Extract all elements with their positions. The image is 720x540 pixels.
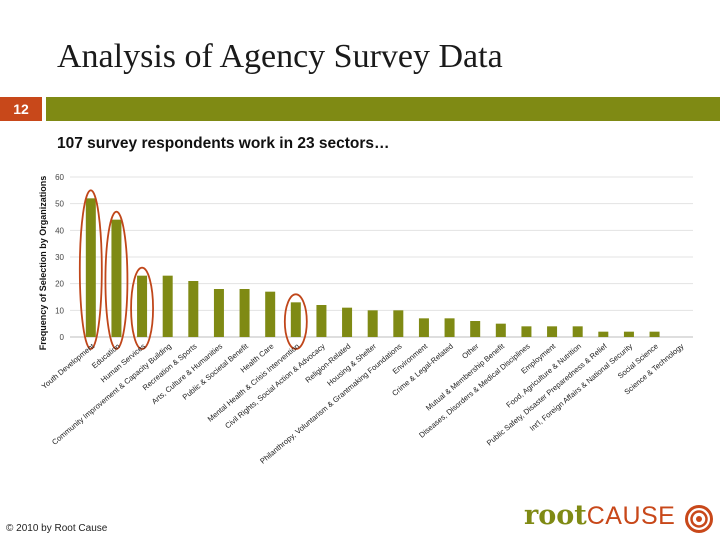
copyright-footer: © 2010 by Root Cause [6,523,108,534]
bar [572,326,583,337]
highlight-circle [78,189,103,350]
bar [290,302,301,337]
title-divider-bar [46,97,720,121]
y-tick-label: 20 [55,280,64,289]
slide-number-bar [0,97,42,121]
bar [239,289,250,337]
bar [547,326,558,337]
highlight-circle [104,210,129,350]
y-tick-label: 60 [55,173,64,182]
bar [85,198,96,337]
bar [393,310,404,337]
bar [265,291,276,337]
highlight-circle [130,266,154,350]
bar [188,281,199,337]
category-label: Youth Development [40,341,97,391]
slide-title: Analysis of Agency Survey Data [57,38,503,75]
y-tick-label: 50 [55,200,64,209]
bar [367,310,378,337]
bar [598,331,609,337]
spiral-logo-icon [685,505,713,533]
category-label: Mental Health & Crisis Intervention [206,342,301,424]
bar [444,318,455,337]
bar [342,307,353,337]
y-tick-label: 0 [60,333,65,342]
rootcause-logo: rootCAUSE [524,500,713,540]
y-tick-label: 30 [55,253,64,262]
y-tick-label: 10 [55,306,64,315]
y-axis-label: Frequency of Selection by Organizations [38,176,48,351]
logo-root-text: root [524,500,587,531]
y-tick-label: 40 [55,226,64,235]
bar [111,219,122,337]
highlight-circle [283,293,308,350]
logo-cause-text: CAUSE [586,502,676,530]
bar [137,275,148,337]
bar [316,305,327,337]
bar [495,323,506,337]
bar [162,275,173,337]
slide-number: 12 [13,101,29,117]
bar [418,318,429,337]
bar [623,331,634,337]
slide-subtitle: 107 survey respondents work in 23 sector… [57,135,390,152]
bar [470,321,481,337]
bar [521,326,532,337]
bar [649,331,660,337]
category-label: Other [460,341,481,360]
bar [213,289,224,337]
